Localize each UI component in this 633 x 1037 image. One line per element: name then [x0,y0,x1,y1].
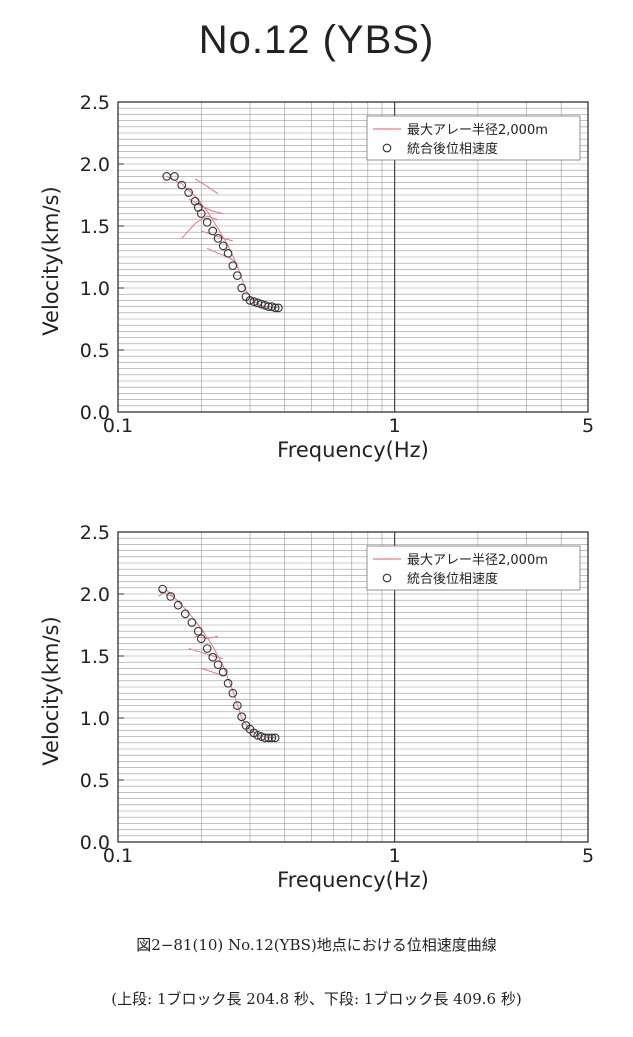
x-axis-label: Frequency(Hz) [277,868,429,892]
y-axis-label: Velocity(km/s) [39,186,63,335]
legend-label-array: 最大アレー半径2,000m [407,123,548,138]
page-title: No.12 (YBS) [198,18,435,62]
y-tick-label: 1.5 [80,216,110,238]
data-point [267,733,277,743]
grid-lines [118,532,588,842]
data-point [180,609,190,619]
plot-frame [117,101,589,413]
data-point [228,261,238,271]
legend-marker-swatch [382,573,392,583]
data-point [173,600,183,610]
data-point [166,592,176,601]
data-point [264,733,273,743]
data-point [184,188,193,197]
data-point [208,226,218,236]
series-line [195,635,219,640]
data-point [213,660,223,670]
data-point [232,701,242,710]
series-line [206,247,238,264]
x-tick-label: 5 [582,415,594,437]
data-point [213,234,223,243]
data-point [158,584,167,594]
legend-box [366,115,581,161]
data-point [196,634,206,643]
data-point [245,296,255,305]
data-point [270,303,280,313]
figure-caption: 図2−81(10) No.12(YBS)地点における位相速度曲線 [136,936,497,954]
y-tick-label: 0.5 [80,340,110,362]
data-point [232,271,242,280]
x-tick-label: 0.1 [103,845,133,867]
y-tick-label: 1.5 [80,646,110,668]
plot-frame [117,531,589,843]
series-line [181,215,219,239]
y-axis-label: Velocity(km/s) [39,616,63,765]
series-line [194,178,219,195]
legend-box [366,545,581,591]
data-point [237,283,247,293]
integrated-phase-velocity-series [162,172,283,313]
figure-caption-sub: (上段: 1ブロック長 204.8 秒、下段: 1ブロック長 409.6 秒) [111,990,522,1008]
data-point [264,302,273,311]
data-point [218,667,228,677]
legend-marker-swatch [382,143,392,153]
data-point [187,618,197,627]
data-point [228,688,238,698]
data-point [208,652,218,662]
x-tick-label: 5 [582,845,594,867]
data-point [170,172,179,181]
data-point [223,678,233,688]
data-point [249,297,259,306]
legend-label-integrated: 統合後位相速度 [407,571,498,587]
velocity-chart-top: 0.0 0.5 1.0 1.5 2.0 2.5 0.1 1 5 Frequency(Hz) Velo… [39,92,594,462]
y-tick-label: 2.0 [80,154,110,176]
series-line [158,589,276,739]
legend-label-array: 最大アレー半径2,000m [407,553,548,568]
velocity-chart-bottom: 0.0 0.5 1.0 1.5 2.0 2.5 0.1 1 5 Frequency(Hz) Velo… [39,522,594,892]
data-point [270,733,280,743]
x-tick-label: 1 [389,415,401,437]
series-line [188,198,224,215]
series-line [188,648,224,659]
y-tick-label: 1.0 [80,708,110,730]
y-tick-label: 2.5 [80,92,110,114]
y-tick-label: 2.5 [80,522,110,544]
y-tick-label: 0.0 [80,832,110,854]
array-radius-series [158,589,276,739]
y-tick-label: 0.5 [80,770,110,792]
data-point [202,644,212,653]
x-axis-label: Frequency(Hz) [277,438,429,462]
data-point [274,303,283,313]
y-tick-label: 2.0 [80,584,110,606]
data-point [218,241,228,251]
data-point [196,209,206,218]
data-point [193,626,203,636]
x-tick-label: 0.1 [103,415,133,437]
y-tick-label: 0.0 [80,402,110,424]
integrated-phase-velocity-series [158,584,280,743]
y-tick-label: 1.0 [80,278,110,300]
legend-label-integrated: 統合後位相速度 [407,141,498,157]
data-point [237,712,247,722]
data-point [223,248,233,258]
series-line [201,230,233,242]
x-tick-label: 1 [389,845,401,867]
data-point [177,180,187,190]
data-point [260,733,270,743]
data-point [202,217,212,227]
